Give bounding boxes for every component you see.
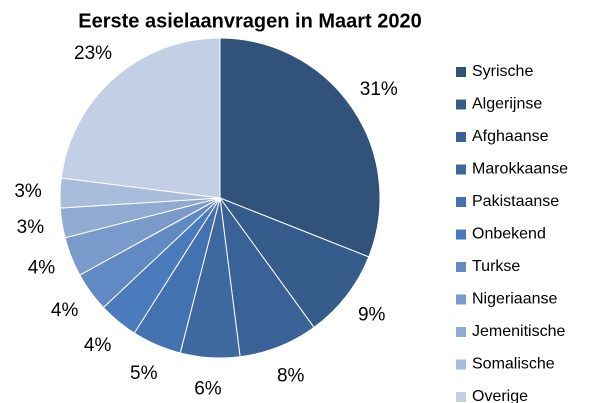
- legend-swatch: [456, 164, 466, 175]
- legend-label: Pakistaanse: [472, 193, 559, 210]
- legend-label: Turkse: [472, 258, 520, 275]
- legend-label: Afghaanse: [472, 128, 549, 145]
- legend-swatch: [456, 359, 466, 370]
- legend-swatch: [456, 197, 466, 207]
- legend-swatch: [456, 99, 466, 110]
- legend-label: Somalische: [472, 356, 555, 373]
- legend-swatch: [456, 262, 466, 272]
- data-label: 4%: [51, 300, 79, 321]
- legend-swatch: [456, 132, 466, 142]
- data-label: 3%: [14, 181, 42, 202]
- data-label: 31%: [360, 79, 398, 100]
- pie-slice: [60, 37, 221, 199]
- legend-swatch: [456, 229, 466, 240]
- legend-label: Overige: [472, 388, 528, 403]
- data-label: 4%: [28, 258, 56, 279]
- data-label: 9%: [358, 305, 386, 326]
- legend-label: Jemenitische: [472, 323, 565, 340]
- pie-slice: [218, 196, 370, 329]
- data-label: 5%: [130, 363, 158, 384]
- data-label: 23%: [74, 43, 112, 64]
- data-label: 3%: [17, 217, 45, 238]
- pie-slice: [219, 37, 381, 258]
- legend-label: Marokkaanse: [472, 161, 568, 178]
- data-label: 4%: [84, 335, 112, 356]
- legend-label: Onbekend: [472, 226, 546, 243]
- legend-swatch: [456, 327, 466, 337]
- chart-title: Eerste asielaanvragen in Maart 2020: [78, 10, 422, 32]
- data-label: 6%: [194, 379, 222, 400]
- legend-label: Syrische: [472, 63, 533, 80]
- legend-swatch: [456, 392, 466, 402]
- legend-swatch: [456, 294, 466, 305]
- legend-label: Nigeriaanse: [472, 291, 557, 308]
- legend-swatch: [456, 67, 466, 77]
- data-label: 8%: [277, 366, 305, 387]
- legend-label: Algerijnse: [472, 96, 542, 113]
